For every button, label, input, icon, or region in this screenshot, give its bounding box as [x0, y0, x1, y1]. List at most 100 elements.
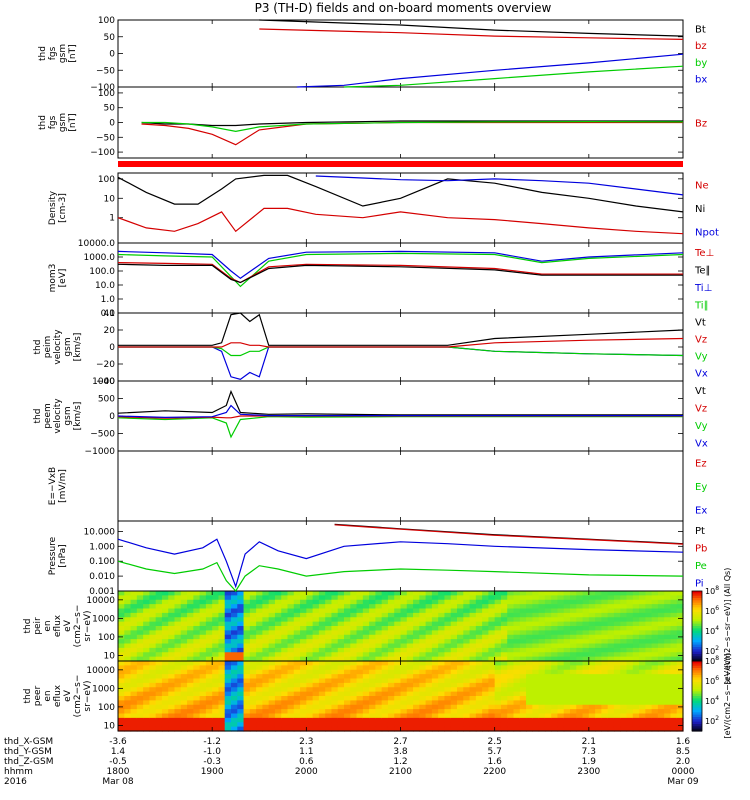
peer-cell — [620, 674, 628, 680]
peir-cell — [557, 612, 565, 618]
peir-cell — [199, 626, 207, 631]
peer-cell — [595, 682, 602, 688]
peer-cell — [563, 691, 571, 697]
peir-ylabel-line: thd — [23, 619, 33, 634]
fgs_zoom-ytick-label: 100 — [98, 89, 115, 99]
peer-cell — [168, 717, 176, 723]
colorbar-segment — [692, 623, 702, 627]
peir-cell — [557, 599, 565, 605]
peer-cell — [607, 669, 615, 675]
peir-cell — [237, 639, 245, 645]
peir-cell — [369, 656, 376, 662]
peir-cell — [419, 612, 427, 618]
peer-cell — [306, 700, 314, 706]
peer-cell — [174, 669, 182, 675]
peir-cell — [582, 656, 590, 662]
peer-cell — [218, 704, 226, 710]
peir-cell — [293, 652, 301, 658]
peer-cell — [500, 661, 508, 666]
peer-cell — [444, 717, 452, 723]
peer-cell — [419, 678, 427, 684]
peir-cell — [168, 612, 176, 618]
peir-cell — [626, 634, 634, 640]
peir-cell — [494, 656, 502, 662]
peir-cell — [588, 639, 596, 645]
peir-cell — [607, 626, 615, 631]
peir-cell — [488, 617, 496, 623]
peer-cell — [212, 726, 220, 732]
peim_vel-ylabel-line: thd — [33, 340, 43, 355]
peir-cell — [281, 612, 289, 618]
peer-cell — [155, 661, 163, 666]
peir-cell — [670, 639, 678, 645]
peer-cell — [538, 717, 546, 723]
peer-cell — [350, 682, 358, 688]
peer-cell — [249, 713, 257, 719]
peir-cell — [475, 591, 483, 596]
peer-cell — [124, 709, 132, 715]
peer-cell — [570, 717, 577, 723]
peir-cell — [482, 643, 489, 649]
peir-cell — [274, 639, 282, 645]
peer-cell — [513, 682, 521, 688]
colorbar-tick-exponent: 2 — [715, 715, 719, 722]
peer-cell — [205, 700, 213, 706]
peer-cell — [168, 665, 176, 671]
fgs-legend-Bt: Bt — [695, 24, 706, 35]
peer-cell — [331, 726, 339, 732]
peer-cell — [243, 709, 251, 715]
peer-cell — [375, 665, 383, 671]
peer-cell — [256, 678, 263, 684]
peer-cell — [639, 704, 646, 710]
peir-cell — [293, 621, 301, 627]
peir-cell — [639, 652, 646, 658]
peir-cell — [513, 643, 521, 649]
peer-cell — [381, 722, 389, 728]
peir-cell — [124, 626, 132, 631]
peir-cell — [444, 630, 452, 636]
peer-cell — [325, 726, 333, 732]
peir-cell — [400, 604, 408, 610]
peer-cell — [601, 674, 609, 680]
peir-cell — [281, 656, 289, 662]
peer-cell — [281, 691, 289, 697]
peer-cell — [249, 696, 257, 701]
peer-cell — [475, 722, 483, 728]
peir-cell — [381, 634, 389, 640]
peir-cell — [231, 617, 238, 623]
peir-cell — [526, 617, 533, 623]
peir-cell — [262, 656, 270, 662]
peer-cell — [538, 709, 546, 715]
peer-cell — [199, 700, 207, 706]
peer-cell — [413, 696, 420, 701]
peir-cell — [557, 604, 565, 610]
peir-cell — [118, 599, 125, 605]
peir-cell — [356, 647, 364, 653]
peir-cell — [570, 656, 577, 662]
peir-cell — [205, 634, 213, 640]
peir-cell — [526, 652, 533, 658]
peer-cell — [231, 678, 238, 684]
peer-cell — [613, 696, 621, 701]
peer-cell — [676, 687, 684, 693]
peir-cell — [532, 621, 540, 627]
peer-cell — [243, 700, 251, 706]
peir-cell — [174, 647, 182, 653]
peir-cell — [563, 608, 571, 614]
peir-cell — [469, 599, 477, 605]
peer-cell — [274, 722, 282, 728]
peir-cell — [155, 656, 163, 662]
x-axis-row-value: 2100 — [389, 767, 412, 777]
peir-cell — [576, 639, 584, 645]
peir-cell — [337, 643, 345, 649]
peer-cell — [544, 661, 552, 666]
peer-cell — [632, 722, 640, 728]
peer-cell — [463, 726, 471, 732]
peir-cell — [632, 634, 640, 640]
peir-cell — [149, 608, 157, 614]
peer-cell — [588, 674, 596, 680]
peir-cell — [205, 621, 213, 627]
peir-cell — [256, 612, 263, 618]
peer-cell — [607, 722, 615, 728]
peer-cell — [551, 704, 559, 710]
